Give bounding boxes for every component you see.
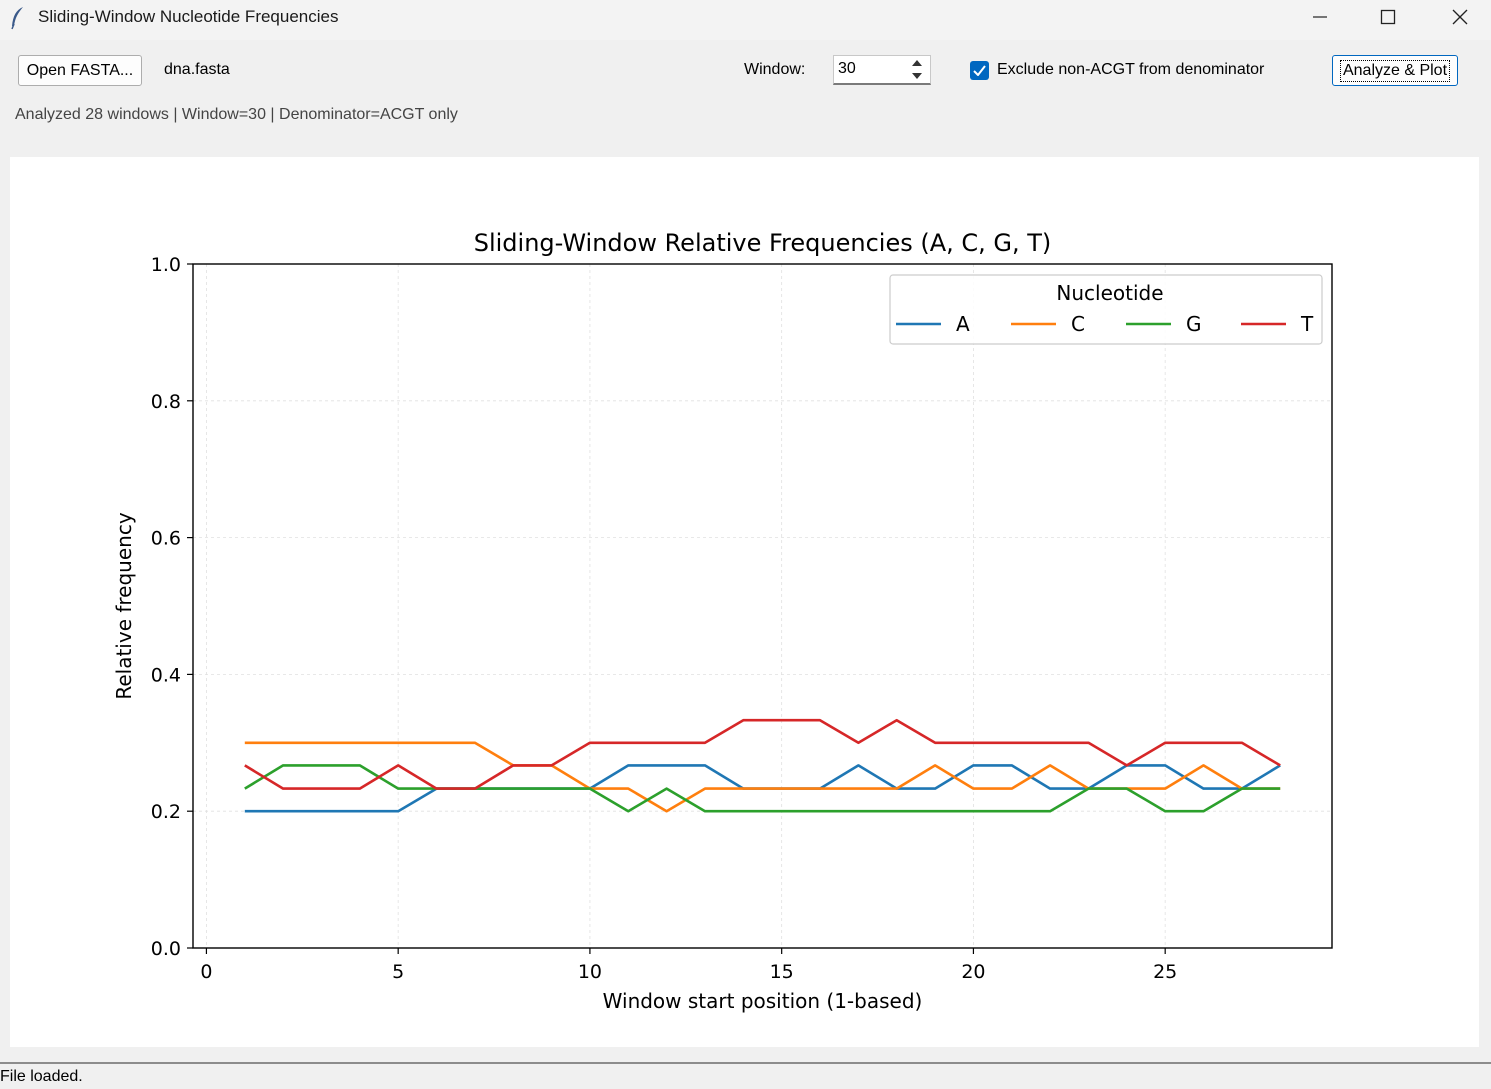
open-fasta-button[interactable]: Open FASTA... bbox=[18, 55, 142, 86]
y-tick-label: 1.0 bbox=[151, 254, 181, 276]
maximize-icon bbox=[1380, 9, 1396, 25]
spin-down-button[interactable] bbox=[906, 70, 928, 82]
legend-label-T: T bbox=[1300, 312, 1314, 336]
checkmark-icon bbox=[973, 65, 986, 76]
legend-box bbox=[889, 274, 1323, 345]
window-title: Sliding-Window Nucleotide Frequencies bbox=[38, 7, 339, 26]
window-size-spinbox[interactable]: 30 bbox=[833, 55, 931, 85]
y-axis-label: Relative frequency bbox=[112, 512, 136, 699]
minimize-icon bbox=[1313, 16, 1327, 18]
x-tick-label: 20 bbox=[961, 961, 985, 983]
x-tick-label: 0 bbox=[200, 961, 212, 983]
status-bar: File loaded. bbox=[0, 1062, 1491, 1089]
y-tick-label: 0.4 bbox=[151, 664, 181, 686]
series-line-G bbox=[244, 764, 1281, 813]
filename-label: dna.fasta bbox=[164, 61, 230, 78]
analyze-plot-label: Analyze & Plot bbox=[1339, 59, 1451, 82]
close-button[interactable] bbox=[1430, 0, 1490, 34]
chevron-up-icon bbox=[912, 60, 922, 66]
x-tick-label: 15 bbox=[770, 961, 794, 983]
analysis-summary: Analyzed 28 windows | Window=30 | Denomi… bbox=[15, 106, 458, 123]
maximize-button[interactable] bbox=[1358, 0, 1418, 34]
y-tick-label: 0.0 bbox=[151, 938, 181, 960]
chart-title: Sliding-Window Relative Frequencies (A, … bbox=[474, 229, 1052, 257]
legend-title: Nucleotide bbox=[1056, 281, 1163, 305]
y-tick-label: 0.2 bbox=[151, 801, 181, 823]
legend-label-G: G bbox=[1186, 312, 1202, 336]
window-size-value: 30 bbox=[838, 60, 856, 77]
x-tick-label: 10 bbox=[578, 961, 602, 983]
x-tick-label: 25 bbox=[1153, 961, 1177, 983]
legend-label-A: A bbox=[956, 312, 970, 336]
status-bar-text: File loaded. bbox=[0, 1068, 83, 1085]
window-size-label: Window: bbox=[744, 61, 806, 78]
feather-icon bbox=[11, 7, 23, 30]
chart-canvas: 0 5 10 15 20 25 0.0 0.2 0.4 0.6 0.8 1.0 Sliding-Wind… bbox=[10, 157, 1479, 1047]
legend-label-C: C bbox=[1071, 312, 1085, 336]
exclude-non-acgt-checkbox[interactable] bbox=[970, 61, 989, 80]
x-axis-label: Window start position (1-based) bbox=[603, 989, 923, 1013]
spin-up-button[interactable] bbox=[906, 57, 928, 69]
series-line-C bbox=[244, 741, 1281, 813]
chevron-down-icon bbox=[912, 73, 922, 79]
exclude-non-acgt-label[interactable]: Exclude non-ACGT from denominator bbox=[997, 61, 1265, 78]
plot-frame bbox=[192, 263, 1333, 949]
y-tick-label: 0.6 bbox=[151, 528, 181, 550]
analyze-plot-button[interactable]: Analyze & Plot bbox=[1332, 55, 1458, 86]
spin-arrows bbox=[906, 57, 928, 83]
y-tick-label: 0.8 bbox=[151, 391, 181, 413]
close-icon bbox=[1452, 9, 1468, 25]
title-bar: Sliding-Window Nucleotide Frequencies bbox=[0, 0, 1491, 40]
frequency-chart: 0 5 10 15 20 25 0.0 0.2 0.4 0.6 0.8 1.0 Sliding-Wind… bbox=[112, 229, 1333, 1013]
x-tick-label: 5 bbox=[392, 961, 404, 983]
minimize-button[interactable] bbox=[1290, 0, 1350, 34]
series-line-T bbox=[244, 718, 1281, 790]
